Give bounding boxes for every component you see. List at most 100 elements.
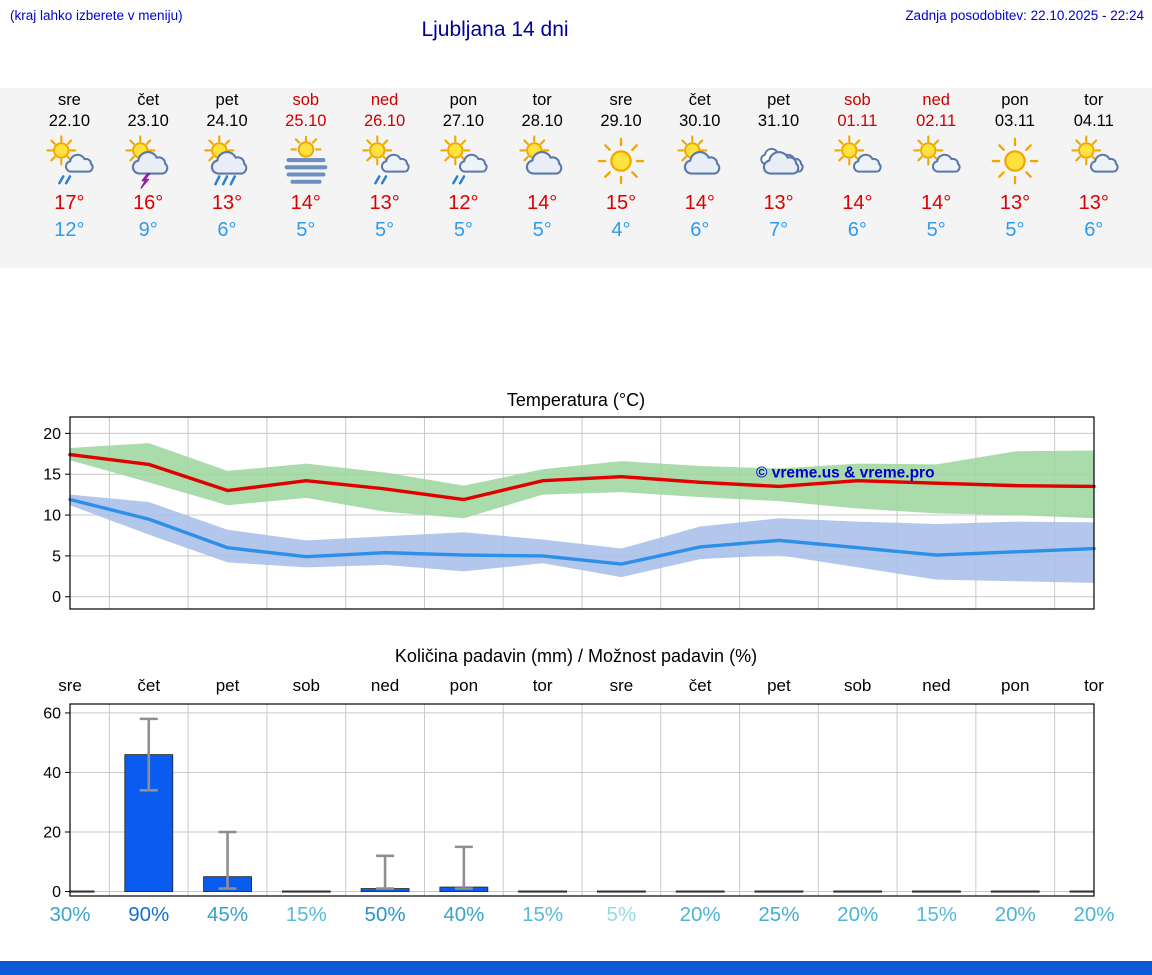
forecast-day-column: pon 03.11 13° 5°	[976, 88, 1055, 268]
precip-day-label: pet	[767, 676, 791, 695]
precip-probability-label: 20%	[679, 903, 721, 926]
temp-min: 12°	[54, 219, 85, 241]
sun-small-cloud-icon	[818, 135, 897, 191]
precip-bar	[990, 890, 1040, 893]
day-date: 24.10	[206, 112, 248, 130]
svg-text:5: 5	[52, 548, 61, 565]
precip-bar	[281, 890, 331, 893]
temp-min: 6°	[217, 219, 237, 241]
day-name: čet	[688, 91, 711, 109]
svg-text:0: 0	[52, 884, 61, 901]
precip-day-label: ned	[922, 676, 951, 695]
forecast-day-column: čet 23.10 16° 9°	[109, 88, 188, 268]
precip-probability-label: 25%	[758, 903, 800, 926]
forecast-day-column: tor 04.11 13° 6°	[1054, 88, 1133, 268]
precip-bar	[70, 890, 95, 893]
svg-text:20: 20	[43, 825, 61, 842]
svg-text:40: 40	[43, 765, 61, 782]
svg-text:10: 10	[43, 508, 61, 525]
day-name: sre	[57, 91, 81, 109]
day-date: 04.11	[1073, 112, 1114, 130]
precip-day-label: pon	[1001, 676, 1030, 695]
temp-max: 17°	[54, 192, 85, 214]
precip-day-label: tor	[532, 676, 553, 695]
temp-max: 14°	[921, 192, 952, 214]
day-date: 22.10	[48, 112, 91, 130]
day-date: 29.10	[600, 112, 642, 130]
forecast-day-column: pet 31.10 13° 7°	[739, 88, 818, 268]
day-date: 27.10	[442, 112, 485, 130]
sun-rain-shower-icon	[345, 135, 424, 191]
forecast-day-column: sre 22.10 17° 12°	[30, 88, 109, 268]
precip-probabilities: 30% 90% 45% 15% 50% 40% 15% 5% 20% 25% 20% 15% 20% 20…	[0, 903, 1152, 931]
temp-max: 13°	[999, 192, 1031, 214]
temp-min: 5°	[926, 219, 946, 241]
precip-bar	[1069, 890, 1094, 893]
precip-day-label: sre	[609, 676, 634, 695]
temp-min: 7°	[769, 219, 789, 241]
temp-min: 5°	[532, 219, 552, 241]
day-date: 03.11	[994, 112, 1035, 130]
temp-max: 14°	[290, 192, 321, 214]
sun-small-cloud-icon	[1054, 135, 1133, 191]
forecast-day-column: sob 25.10 14° 5°	[266, 88, 345, 268]
menu-hint-text: (kraj lahko izberete v meniju)	[10, 8, 183, 23]
temp-max: 12°	[448, 192, 479, 214]
last-update-text: Zadnja posodobitev: 22.10.2025 - 22:24	[905, 8, 1144, 23]
temp-max: 15°	[605, 192, 637, 214]
precip-day-label: čet	[688, 676, 712, 695]
precip-probability-label: 40%	[443, 903, 485, 926]
svg-text:15: 15	[43, 467, 61, 484]
precip-day-label: ned	[370, 676, 400, 695]
precip-probability-label: 20%	[837, 903, 879, 926]
temp-min: 6°	[690, 219, 710, 241]
forecast-day-column: tor 28.10 14° 5°	[503, 88, 582, 268]
day-date: 31.10	[757, 112, 800, 130]
sun-cloud-icon	[503, 135, 582, 191]
svg-text:0: 0	[52, 589, 61, 606]
day-date: 25.10	[285, 112, 327, 130]
forecast-day-column: čet 30.10 14° 6°	[660, 88, 739, 268]
min-temp-range-band	[70, 494, 1094, 583]
day-name: sob	[844, 91, 871, 109]
day-name: čet	[137, 91, 160, 109]
day-name: pet	[767, 91, 791, 109]
svg-text:60: 60	[43, 705, 61, 722]
precip-day-label: čet	[137, 676, 161, 695]
temp-min: 6°	[847, 219, 867, 241]
temp-min: 9°	[138, 219, 158, 241]
precip-bar	[596, 890, 646, 893]
page-title: Ljubljana 14 dni	[421, 18, 569, 41]
day-name: pon	[449, 91, 478, 109]
forecast-day-column: sre 29.10 15° 4°	[582, 88, 661, 268]
precip-day-label: sob	[292, 676, 321, 695]
sun-rain-shower-icon	[424, 135, 503, 191]
precip-probability-label: 90%	[128, 903, 170, 926]
day-name: sob	[292, 91, 320, 109]
temp-min: 5°	[375, 219, 395, 241]
sun-storm-icon	[109, 135, 188, 191]
day-date: 28.10	[521, 112, 563, 130]
forecast-day-column: sob 01.11 14° 6°	[818, 88, 897, 268]
sun-rain-shower-icon	[30, 135, 109, 191]
footer-bar	[0, 961, 1152, 975]
day-date: 30.10	[679, 112, 721, 130]
temperature-chart-title: Temperatura (°C)	[506, 390, 646, 410]
sun-heavy-rain-icon	[188, 135, 267, 191]
svg-text:20: 20	[43, 426, 61, 443]
precipitation-chart: 0 20 40 60	[0, 700, 1152, 907]
temp-max: 14°	[527, 192, 558, 214]
sun-icon	[976, 135, 1055, 191]
day-name: ned	[922, 91, 950, 109]
fog-sun-icon	[266, 135, 345, 191]
max-temp-range-band	[70, 443, 1094, 519]
precip-probability-label: 20%	[1073, 903, 1115, 926]
precip-day-label: pon	[449, 676, 479, 695]
temp-min: 5°	[1005, 219, 1025, 241]
sun-cloud-icon	[660, 135, 739, 191]
precip-probability-label: 20%	[994, 903, 1036, 926]
temp-max: 13°	[763, 192, 794, 214]
precip-probability-label: 50%	[364, 903, 406, 926]
temp-min: 5°	[296, 219, 316, 241]
forecast-strip: sre 22.10 17° 12° čet 23.10 16° 9° pet 24.10 13° 6°…	[0, 88, 1152, 268]
